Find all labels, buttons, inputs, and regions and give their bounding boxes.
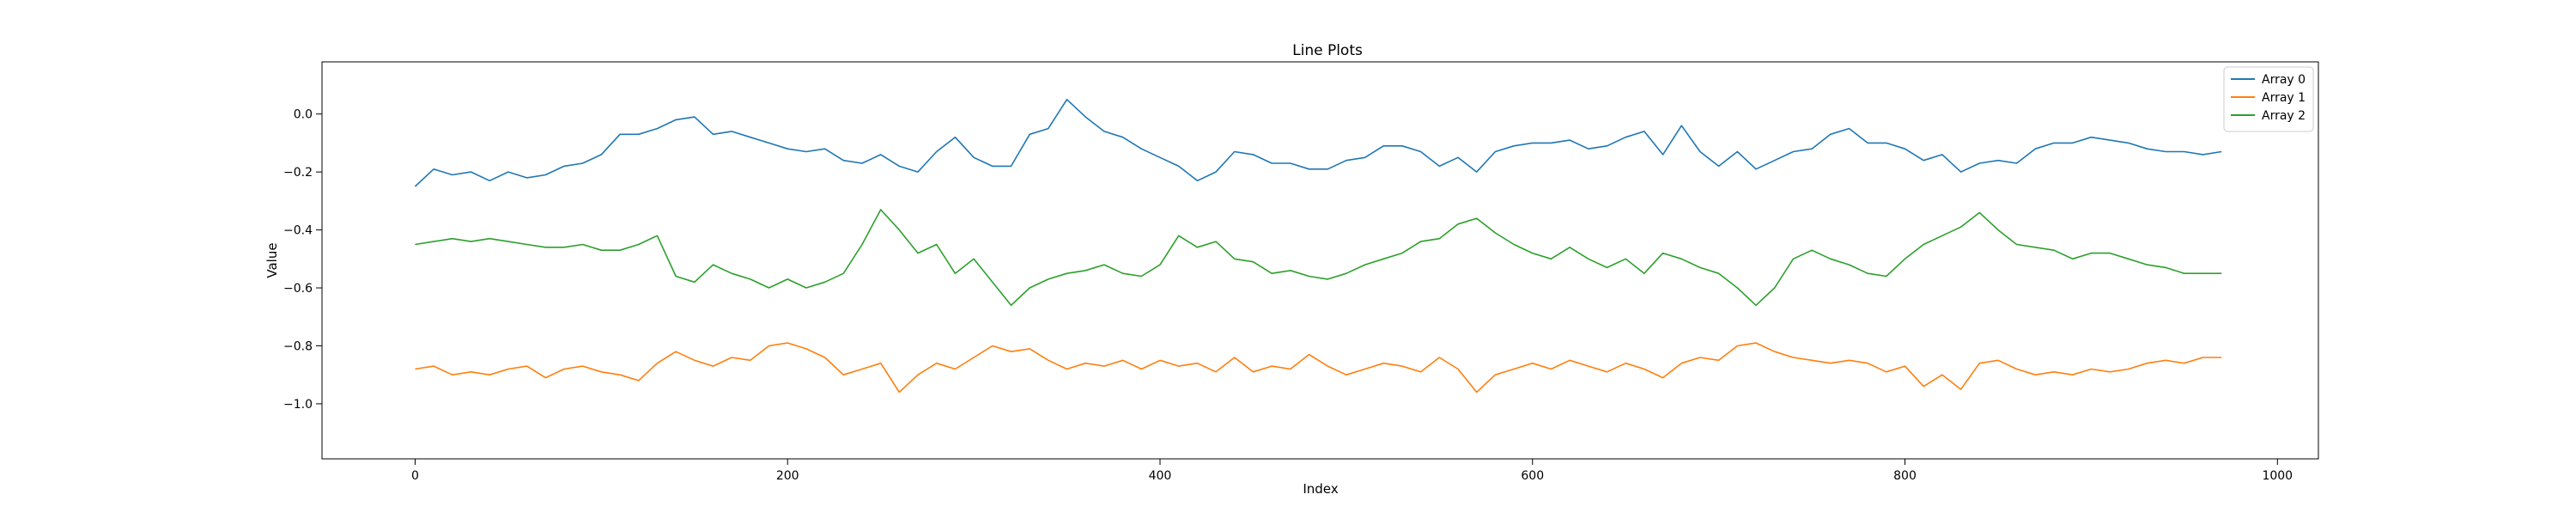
series-lines [414, 99, 2222, 394]
x-tick-label: 1000 [2262, 469, 2293, 483]
y-tick-label: −0.8 [283, 339, 313, 353]
legend-label: Array 1 [2262, 91, 2306, 105]
series-line-array-0 [414, 99, 2222, 187]
y-tick-label: −0.2 [283, 166, 313, 180]
x-tick-label: 0 [411, 469, 419, 483]
y-tick-label: −1.0 [283, 398, 313, 412]
series-line-array-2 [415, 209, 2222, 307]
x-axis-label: Index [1303, 481, 1338, 497]
x-tick-label: 200 [776, 469, 799, 483]
y-tick-label: 0.0 [294, 108, 313, 122]
plot-frame [321, 61, 2319, 460]
legend-label: Array 2 [2262, 109, 2306, 123]
y-axis: 0.0 −0.2 −0.4 −0.6 −0.8 −1.0 [283, 108, 322, 412]
y-axis-label: Value [264, 242, 280, 278]
legend-label: Array 0 [2262, 73, 2306, 87]
x-axis: 0 200 400 600 800 1000 [411, 459, 2293, 483]
x-tick-label: 400 [1149, 469, 1172, 483]
legend: Array 0 Array 1 Array 2 [2223, 66, 2314, 132]
series-line-array-1 [415, 342, 2222, 394]
x-tick-label: 800 [1893, 469, 1917, 483]
y-tick-label: −0.6 [283, 282, 313, 296]
x-tick-label: 600 [1521, 469, 1544, 483]
y-tick-label: −0.4 [283, 224, 313, 238]
chart-title: Line Plots [1292, 42, 1363, 59]
